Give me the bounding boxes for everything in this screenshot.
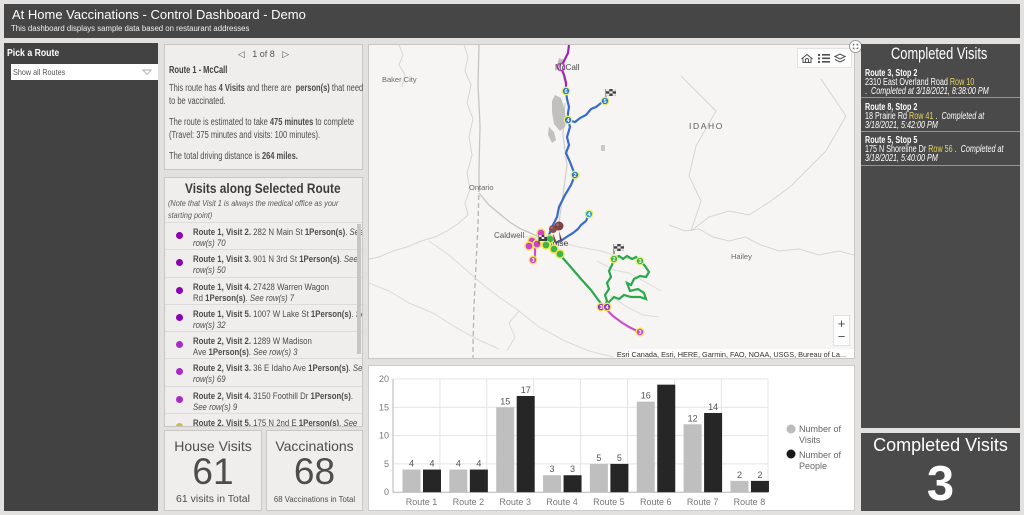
svg-text:Ontario: Ontario bbox=[469, 183, 494, 192]
svg-text:15: 15 bbox=[500, 396, 510, 406]
svg-text:2: 2 bbox=[573, 173, 576, 179]
svg-text:Route 7: Route 7 bbox=[687, 497, 719, 507]
svg-text:6: 6 bbox=[564, 89, 567, 95]
svg-text:Route 3: Route 3 bbox=[499, 497, 531, 507]
svg-text:Number of: Number of bbox=[799, 424, 842, 434]
svg-text:4: 4 bbox=[605, 305, 609, 311]
svg-text:Route 1: Route 1 bbox=[406, 497, 438, 507]
svg-text:4: 4 bbox=[409, 459, 414, 469]
svg-text:5: 5 bbox=[617, 453, 622, 463]
svg-text:4: 4 bbox=[476, 459, 481, 469]
svg-text:3: 3 bbox=[531, 258, 534, 264]
svg-text:3: 3 bbox=[638, 330, 641, 336]
svg-text:0: 0 bbox=[384, 487, 389, 497]
svg-text:4: 4 bbox=[456, 459, 461, 469]
svg-text:12: 12 bbox=[688, 413, 698, 423]
svg-text:Esri Canada, Esri, HERE, Garmi: Esri Canada, Esri, HERE, Garmin, FAO, NO… bbox=[617, 350, 846, 358]
svg-text:Route 2: Route 2 bbox=[453, 497, 485, 507]
svg-text:Hailey: Hailey bbox=[731, 252, 752, 261]
svg-text:2: 2 bbox=[757, 470, 762, 480]
svg-text:McCall: McCall bbox=[555, 63, 580, 72]
svg-text:2: 2 bbox=[612, 257, 615, 263]
svg-text:15: 15 bbox=[379, 402, 389, 412]
svg-text:3: 3 bbox=[638, 259, 641, 265]
svg-text:4: 4 bbox=[566, 118, 570, 124]
svg-text:10: 10 bbox=[379, 431, 389, 441]
svg-text:17: 17 bbox=[521, 385, 531, 395]
svg-text:IDAHO: IDAHO bbox=[689, 121, 724, 131]
svg-text:Baker City: Baker City bbox=[382, 75, 417, 84]
svg-text:5: 5 bbox=[603, 99, 606, 105]
svg-text:14: 14 bbox=[708, 402, 718, 412]
svg-text:3: 3 bbox=[599, 305, 602, 311]
svg-text:3: 3 bbox=[550, 464, 555, 474]
svg-text:4: 4 bbox=[429, 459, 434, 469]
svg-text:4: 4 bbox=[587, 212, 591, 218]
svg-text:Caldwell: Caldwell bbox=[494, 231, 524, 240]
svg-text:5: 5 bbox=[596, 453, 601, 463]
svg-text:Visits: Visits bbox=[799, 435, 821, 445]
svg-text:5: 5 bbox=[384, 459, 389, 469]
svg-text:Route 6: Route 6 bbox=[640, 497, 672, 507]
svg-text:Route 4: Route 4 bbox=[546, 497, 578, 507]
svg-text:3: 3 bbox=[570, 464, 575, 474]
svg-text:20: 20 bbox=[379, 374, 389, 384]
svg-text:Route 5: Route 5 bbox=[593, 497, 625, 507]
svg-text:16: 16 bbox=[641, 391, 651, 401]
svg-text:Route 8: Route 8 bbox=[734, 497, 766, 507]
svg-text:Boise: Boise bbox=[547, 238, 569, 248]
svg-text:Number of: Number of bbox=[799, 450, 842, 460]
svg-text:2: 2 bbox=[737, 470, 742, 480]
svg-text:People: People bbox=[799, 461, 827, 471]
